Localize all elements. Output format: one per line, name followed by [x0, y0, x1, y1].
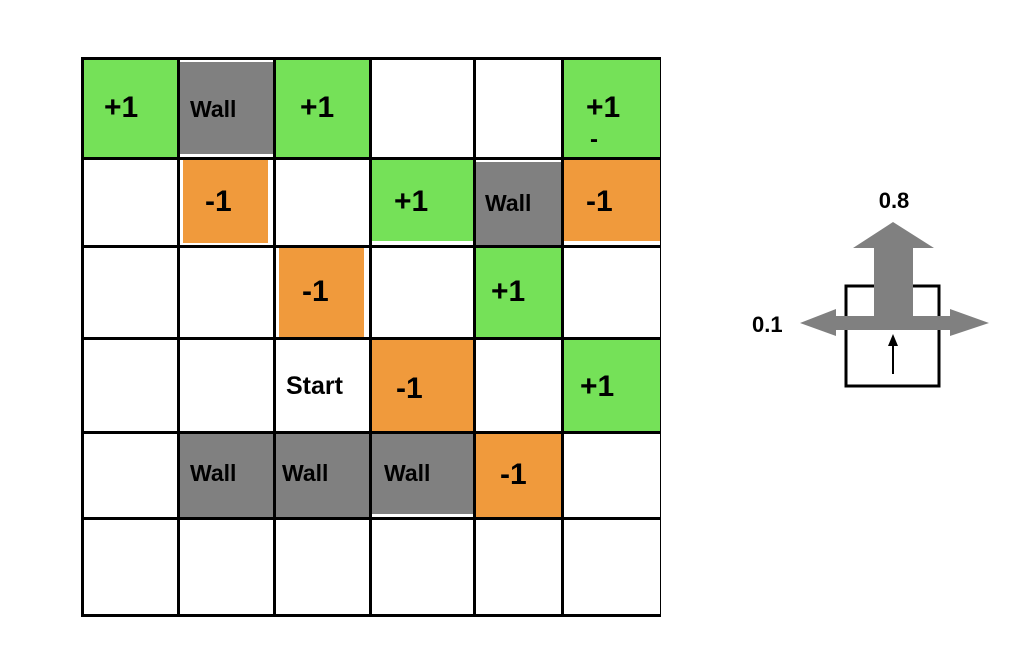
- reward-fill: [476, 248, 561, 337]
- wall-fill: [276, 434, 369, 517]
- cell-label: Wall: [485, 190, 532, 216]
- grid-cell-reward: +1-: [564, 60, 660, 160]
- grid-cell: [276, 520, 372, 614]
- cell-label: +1: [300, 91, 335, 124]
- grid-cell-wall: Wall: [180, 434, 276, 520]
- cell-label: Wall: [190, 96, 237, 122]
- penalty-fill: [476, 434, 561, 517]
- wall-fill: [372, 434, 473, 514]
- grid-cell: [372, 248, 476, 340]
- grid-cell: [476, 340, 564, 434]
- cell-label: +1: [394, 185, 429, 218]
- cell-label: Wall: [384, 460, 431, 486]
- cell-label: -1: [302, 275, 329, 308]
- cell-label: Wall: [282, 460, 329, 486]
- grid-cell-penalty: -1: [180, 160, 276, 248]
- reward-fill: [372, 160, 473, 241]
- gridworld: +1 Wall +1 +1- -1 +1 Wall -1 -1 +1 Start -1 +1 Wall Wa…: [81, 57, 661, 617]
- reward-fill: [84, 60, 177, 157]
- grid-cell: [180, 340, 276, 434]
- up-arrow: [853, 222, 934, 322]
- grid-cell: [372, 520, 476, 614]
- reward-fill: [564, 340, 660, 431]
- side-prob-label: 0.1: [752, 312, 783, 337]
- grid-cell: [564, 520, 660, 614]
- grid-cell-reward: +1: [476, 248, 564, 340]
- cell-label: Wall: [190, 460, 237, 486]
- grid-cell: [84, 434, 180, 520]
- grid-cell: [276, 160, 372, 248]
- grid-cell: [180, 248, 276, 340]
- penalty-fill: [183, 160, 268, 243]
- grid-cell-reward: +1: [276, 60, 372, 160]
- penalty-fill: [279, 248, 364, 337]
- grid-cell: [84, 160, 180, 248]
- grid-cell: [476, 520, 564, 614]
- grid-cell: [564, 248, 660, 340]
- grid-cell: [84, 340, 180, 434]
- penalty-fill: [372, 340, 473, 431]
- grid-cell-wall: Wall: [476, 160, 564, 248]
- grid-cell-reward: +1: [372, 160, 476, 248]
- grid-cell: [564, 434, 660, 520]
- grid-cell: [372, 60, 476, 160]
- right-arrow: [890, 309, 989, 336]
- grid-cell-penalty: -1: [476, 434, 564, 520]
- cell-label: Start: [286, 372, 343, 400]
- grid-cell-start: Start: [276, 340, 372, 434]
- agent-cell: [844, 284, 941, 388]
- grid-cell-wall: Wall: [276, 434, 372, 520]
- reward-fill: [276, 60, 369, 157]
- grid-cell-penalty: -1: [564, 160, 660, 248]
- cell-label: -1: [500, 458, 527, 491]
- grid-cell-wall: Wall: [372, 434, 476, 520]
- wall-fill: [180, 62, 273, 154]
- cell-label: +1: [586, 91, 621, 124]
- grid-cell-wall: Wall: [180, 60, 276, 160]
- grid-cell-reward: +1: [84, 60, 180, 160]
- reward-fill: [564, 60, 660, 157]
- wall-fill: [180, 434, 273, 517]
- grid-cell: [180, 520, 276, 614]
- grid-cell: [476, 60, 564, 160]
- cell-mark: -: [590, 126, 598, 153]
- grid-cell-reward: +1: [564, 340, 660, 434]
- cell-label: -1: [586, 185, 613, 218]
- forward-prob-label: 0.8: [879, 188, 910, 213]
- cell-label: +1: [491, 275, 526, 308]
- cell-label: -1: [205, 185, 232, 218]
- grid-cell-penalty: -1: [276, 248, 372, 340]
- cell-label: -1: [396, 372, 423, 405]
- grid-cell: [84, 248, 180, 340]
- agent-arrow-head: [888, 334, 898, 346]
- grid-cell: [84, 520, 180, 614]
- grid-cell-penalty: -1: [372, 340, 476, 434]
- penalty-fill: [564, 160, 660, 241]
- cell-label: +1: [104, 91, 139, 124]
- cell-label: +1: [580, 370, 615, 403]
- wall-fill: [476, 162, 561, 245]
- left-arrow: [800, 309, 894, 336]
